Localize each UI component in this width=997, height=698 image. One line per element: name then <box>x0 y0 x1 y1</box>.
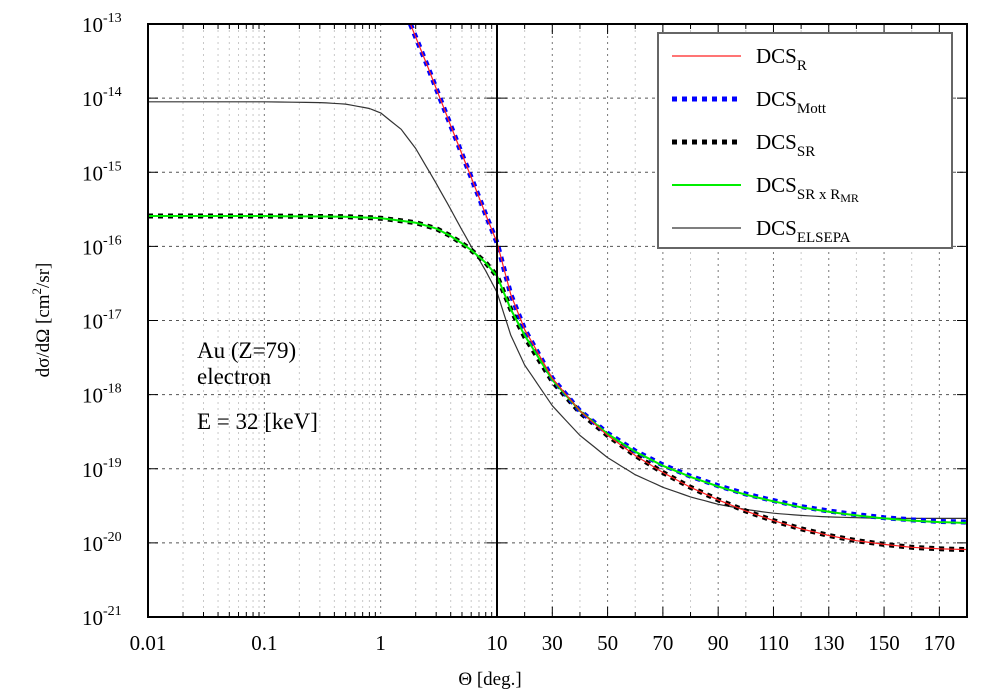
plot-frame <box>147 23 968 618</box>
legend-box <box>657 32 953 249</box>
x-axis-title: Θ [deg.] <box>458 669 521 690</box>
x-tick-label: 150 <box>868 631 900 655</box>
legend-label: DCSR <box>756 44 807 74</box>
x-tick-label: 30 <box>542 631 563 655</box>
x-tick-label: 70 <box>652 631 673 655</box>
y-tick-label: 10-14 <box>82 85 122 111</box>
series-dcs-r <box>409 23 968 551</box>
y-axis-title-main: dσ/dΩ [cm <box>33 294 54 377</box>
y-tick-label: 10-18 <box>82 382 122 408</box>
x-tick-label: 90 <box>708 631 729 655</box>
annotation-energy: E = 32 [keV] <box>197 409 318 434</box>
y-tick-label: 10-20 <box>82 530 122 556</box>
y-tick-label: 10-17 <box>82 308 122 334</box>
y-tick-label: 10-15 <box>82 159 122 185</box>
x-tick-label: 0.01 <box>130 631 167 655</box>
x-tick-label: 130 <box>813 631 845 655</box>
y-axis-title: dσ/dΩ [cm2/sr] <box>29 263 54 378</box>
data-curves <box>148 23 968 552</box>
y-tick-label: 10-16 <box>82 233 122 259</box>
legend: DCSR DCSMott DCSSR DCSSR x RMR DCSELSEPA <box>657 32 953 249</box>
annotation-particle: electron <box>197 364 272 389</box>
x-tick-label: 10 <box>487 631 508 655</box>
y-tick-label: 10-21 <box>82 604 122 630</box>
x-tick-label: 50 <box>597 631 618 655</box>
x-tick-label: 0.1 <box>251 631 277 655</box>
y-axis-title-sup: 2 <box>29 288 44 295</box>
series-dcs-elsepa <box>148 101 967 519</box>
legend-label: DCSSR <box>756 130 815 160</box>
x-tick-label: 110 <box>758 631 789 655</box>
legend-label: DCSELSEPA <box>756 216 851 246</box>
y-axis-title-end: /sr] <box>33 263 54 288</box>
y-tick-label: 10-13 <box>82 11 122 37</box>
legend-label: DCSSR x RMR <box>756 173 859 205</box>
x-tick-label: 170 <box>924 631 956 655</box>
y-tick-label: 10-19 <box>82 456 122 482</box>
x-tick-labels: 0.01 0.1 1 10 30 50 70 90 110 130 150 170 <box>130 631 955 655</box>
annotation-block: Au (Z=79) electron E = 32 [keV] <box>197 338 318 434</box>
y-tick-labels: 10-13 10-14 10-15 10-16 10-17 10-18 10-19 10-20… <box>82 11 122 630</box>
legend-label: DCSMott <box>756 87 827 117</box>
x-tick-label: 1 <box>375 631 386 655</box>
annotation-element: Au (Z=79) <box>197 338 296 363</box>
